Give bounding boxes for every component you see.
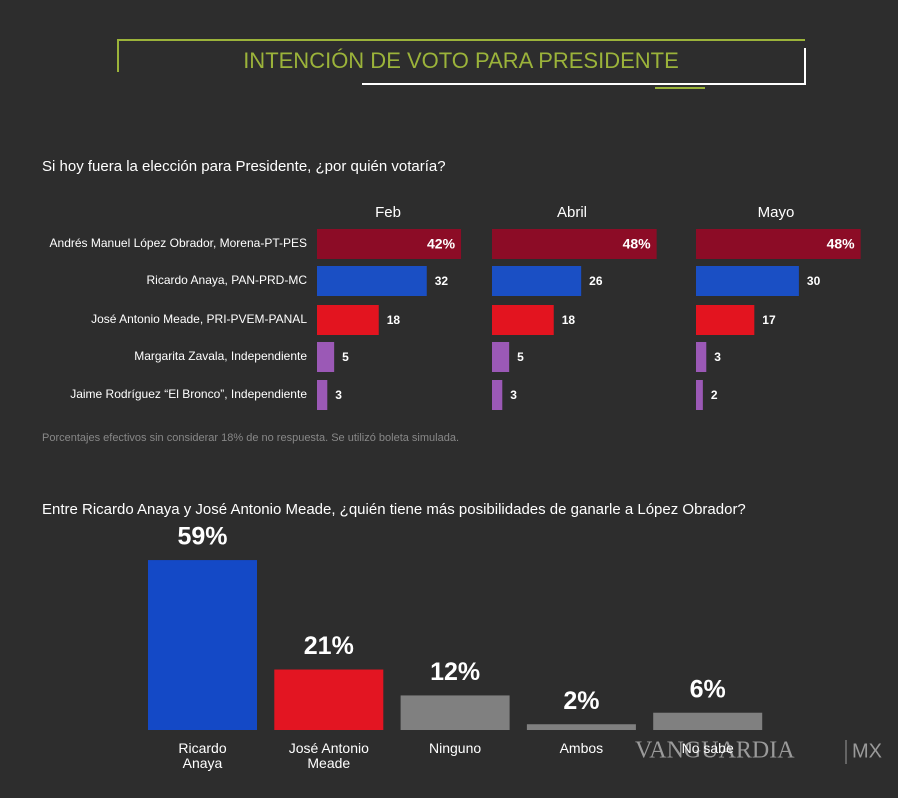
bar	[653, 712, 763, 730]
bar	[526, 724, 636, 730]
bar	[317, 229, 462, 259]
note: Porcentajes efectivos sin considerar 18%…	[42, 432, 459, 444]
value-label: 5	[517, 350, 524, 364]
category-label: Ricardo Anaya	[178, 740, 227, 771]
value-label: 17	[762, 313, 776, 327]
bar	[492, 305, 554, 335]
value-label: 5	[342, 350, 349, 364]
value-label: 18	[562, 313, 576, 327]
bar	[317, 342, 335, 372]
bar	[492, 342, 510, 372]
value-label: 48%	[623, 236, 652, 252]
category-label: José Antonio Meade	[288, 740, 369, 771]
value-label: 2%	[563, 687, 599, 715]
bar	[492, 380, 503, 410]
value-label: 21%	[304, 632, 354, 660]
value-label: 3	[714, 350, 721, 364]
bar	[696, 305, 755, 335]
category-label: Jaime Rodríguez “El Bronco”, Independien…	[70, 387, 307, 401]
value-label: 12%	[430, 658, 480, 686]
value-label: 42%	[427, 236, 456, 252]
category-label: Ambos	[559, 740, 604, 756]
value-label: 18	[387, 313, 401, 327]
question: Entre Ricardo Anaya y José Antonio Meade…	[42, 501, 746, 518]
bar	[148, 560, 257, 730]
category-label: Margarita Zavala, Independiente	[134, 349, 307, 363]
bar	[317, 266, 427, 296]
panel-header: Abril	[557, 204, 587, 221]
value-label: 3	[335, 388, 342, 402]
bar	[696, 266, 799, 296]
bar	[492, 229, 657, 259]
category-label: Ninguno	[429, 740, 482, 756]
category-label: Andrés Manuel López Obrador, Morena-PT-P…	[50, 236, 307, 250]
value-label: 30	[807, 274, 821, 288]
value-label: 32	[435, 274, 449, 288]
bar	[274, 669, 384, 730]
category-label: José Antonio Meade, PRI-PVEM-PANAL	[91, 312, 307, 326]
category-label: No sabe	[681, 740, 734, 756]
bar	[492, 266, 582, 296]
bar	[696, 380, 703, 410]
value-label: 59%	[177, 523, 227, 551]
category-label: Ricardo Anaya, PAN-PRD-MC	[147, 273, 308, 287]
bar	[696, 342, 707, 372]
title: INTENCIÓN DE VOTO PARA PRESIDENTE	[243, 48, 679, 73]
logo-suffix: MX	[852, 740, 882, 762]
question: Si hoy fuera la elección para Presidente…	[42, 158, 446, 175]
value-label: 3	[510, 388, 517, 402]
value-label: 2	[711, 388, 718, 402]
value-label: 48%	[827, 236, 856, 252]
bar	[317, 305, 379, 335]
bar	[317, 380, 328, 410]
logo: VANGUARDIA	[635, 738, 795, 764]
title-frame	[117, 39, 805, 72]
title-frame	[362, 48, 806, 85]
bar	[696, 229, 861, 259]
value-label: 26	[589, 274, 603, 288]
bar	[400, 695, 510, 730]
panel-header: Feb	[375, 204, 401, 221]
value-label: 6%	[690, 675, 726, 703]
panel-header: Mayo	[758, 204, 795, 221]
